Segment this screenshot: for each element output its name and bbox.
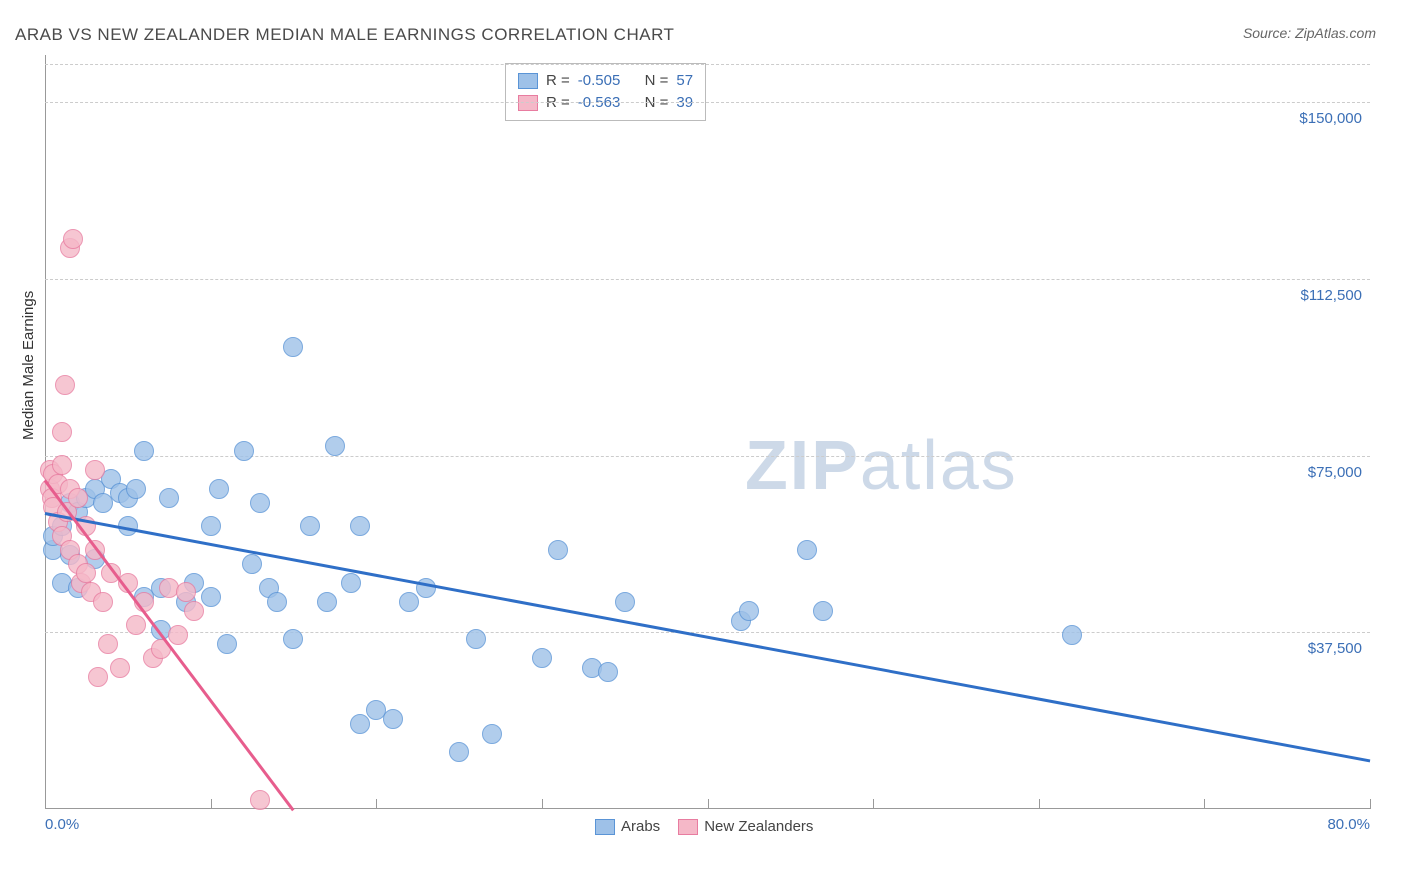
y-axis-line (45, 55, 46, 809)
data-point (93, 592, 113, 612)
data-point (739, 601, 759, 621)
data-point (88, 667, 108, 687)
series-name: New Zealanders (704, 818, 813, 835)
series-legend-item: Arabs (595, 818, 660, 835)
data-point (383, 709, 403, 729)
data-point (209, 479, 229, 499)
source-credit: Source: ZipAtlas.com (1243, 25, 1376, 41)
data-point (416, 578, 436, 598)
data-point (52, 455, 72, 475)
y-tick-label: $75,000 (1308, 464, 1362, 481)
data-point (466, 629, 486, 649)
data-point (399, 592, 419, 612)
x-tick (211, 799, 212, 809)
data-point (110, 658, 130, 678)
data-point (176, 582, 196, 602)
series-legend-item: New Zealanders (678, 818, 813, 835)
legend-swatch (518, 73, 538, 89)
legend-swatch (678, 819, 698, 835)
data-point (300, 516, 320, 536)
watermark: ZIPatlas (745, 425, 1018, 505)
data-point (68, 488, 88, 508)
data-point (63, 229, 83, 249)
data-point (217, 634, 237, 654)
data-point (55, 375, 75, 395)
data-point (242, 554, 262, 574)
data-point (317, 592, 337, 612)
legend-row: R = -0.505 N = 57 (518, 70, 693, 92)
x-min-label: 0.0% (45, 816, 79, 833)
x-tick (708, 799, 709, 809)
data-point (250, 493, 270, 513)
regression-line (44, 480, 294, 811)
data-point (350, 516, 370, 536)
x-max-label: 80.0% (1327, 816, 1370, 833)
data-point (548, 540, 568, 560)
y-tick-label: $150,000 (1299, 110, 1362, 127)
x-tick (45, 799, 46, 809)
correlation-legend: R =-0.505 N =57R =-0.563 N =39 (505, 63, 706, 121)
data-point (134, 441, 154, 461)
data-point (159, 488, 179, 508)
plot-area: ZIPatlas R =-0.505 N =57R =-0.563 N =39 … (45, 55, 1370, 835)
data-point (234, 441, 254, 461)
x-tick (1204, 799, 1205, 809)
data-point (341, 573, 361, 593)
data-point (449, 742, 469, 762)
data-point (126, 615, 146, 635)
data-point (350, 714, 370, 734)
data-point (325, 436, 345, 456)
legend-r-label: R = (546, 70, 570, 92)
legend-r-value: -0.505 (578, 70, 621, 92)
x-tick (1370, 799, 1371, 809)
gridline (45, 632, 1370, 633)
data-point (126, 479, 146, 499)
legend-n-label: N = (645, 70, 669, 92)
data-point (250, 790, 270, 810)
data-point (52, 422, 72, 442)
x-tick (1039, 799, 1040, 809)
data-point (813, 601, 833, 621)
data-point (615, 592, 635, 612)
x-tick (873, 799, 874, 809)
y-axis-label: Median Male Earnings (20, 291, 37, 440)
series-legend: Arabs New Zealanders (595, 818, 813, 835)
data-point (267, 592, 287, 612)
data-point (482, 724, 502, 744)
data-point (76, 563, 96, 583)
legend-swatch (595, 819, 615, 835)
chart-title: ARAB VS NEW ZEALANDER MEDIAN MALE EARNIN… (15, 25, 674, 45)
regression-line (45, 512, 1370, 762)
data-point (797, 540, 817, 560)
x-tick (542, 799, 543, 809)
data-point (1062, 625, 1082, 645)
data-point (201, 516, 221, 536)
data-point (85, 460, 105, 480)
data-point (168, 625, 188, 645)
data-point (98, 634, 118, 654)
y-tick-label: $112,500 (1301, 287, 1362, 304)
data-point (201, 587, 221, 607)
data-point (598, 662, 618, 682)
data-point (283, 337, 303, 357)
x-tick (376, 799, 377, 809)
gridline (45, 64, 1370, 65)
legend-n-value: 57 (676, 70, 693, 92)
gridline (45, 102, 1370, 103)
gridline (45, 279, 1370, 280)
data-point (283, 629, 303, 649)
data-point (532, 648, 552, 668)
y-tick-label: $37,500 (1308, 640, 1362, 657)
data-point (184, 601, 204, 621)
series-name: Arabs (621, 818, 660, 835)
